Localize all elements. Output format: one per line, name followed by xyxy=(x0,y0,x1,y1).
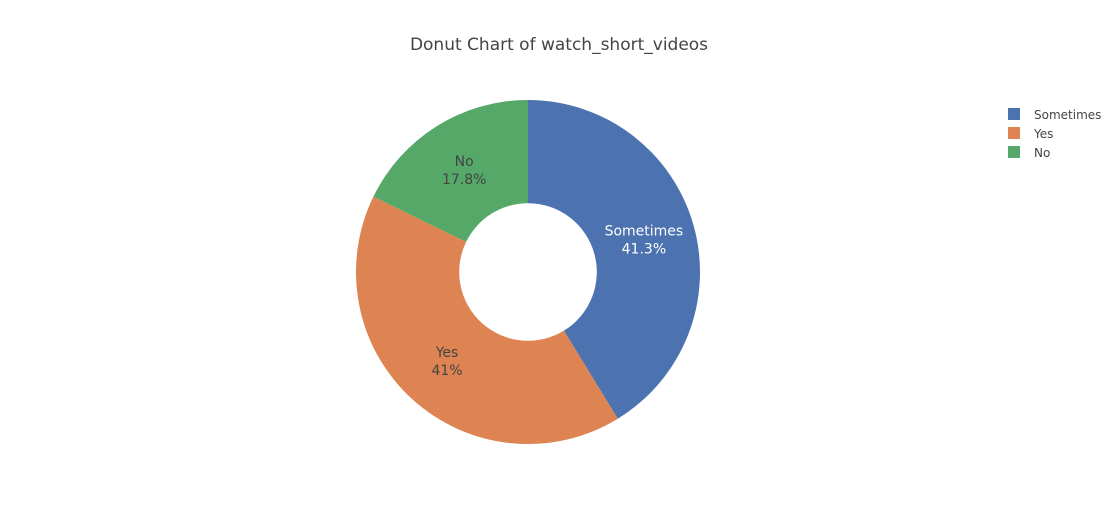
legend-swatch-sometimes xyxy=(1008,108,1020,120)
slice-label-sometimes: Sometimes xyxy=(605,223,684,239)
slice-percent-yes: 41% xyxy=(431,363,462,379)
slice-percent-sometimes: 41.3% xyxy=(622,241,666,257)
slice-label-no: No xyxy=(455,154,474,170)
legend-label-yes: Yes xyxy=(1033,127,1053,141)
slice-yes[interactable] xyxy=(355,196,618,445)
legend-item-yes[interactable]: Yes xyxy=(1008,127,1053,141)
slice-no[interactable] xyxy=(373,100,528,242)
slice-sometimes[interactable] xyxy=(528,100,700,419)
legend-swatch-yes xyxy=(1008,127,1020,139)
chart-title: Donut Chart of watch_short_videos xyxy=(410,35,708,55)
slice-percent-no: 17.8% xyxy=(442,172,486,188)
slices-group xyxy=(355,100,700,445)
legend-label-sometimes: Sometimes xyxy=(1034,108,1101,122)
legend-item-sometimes[interactable]: Sometimes xyxy=(1008,108,1101,122)
legend: Sometimes Yes No xyxy=(1008,108,1101,160)
legend-swatch-no xyxy=(1008,146,1020,158)
legend-item-no[interactable]: No xyxy=(1008,146,1050,160)
slice-label-yes: Yes xyxy=(435,345,459,361)
slice-labels-group: Sometimes 41.3% Yes 41% No 17.8% xyxy=(431,154,683,379)
legend-label-no: No xyxy=(1034,146,1050,160)
